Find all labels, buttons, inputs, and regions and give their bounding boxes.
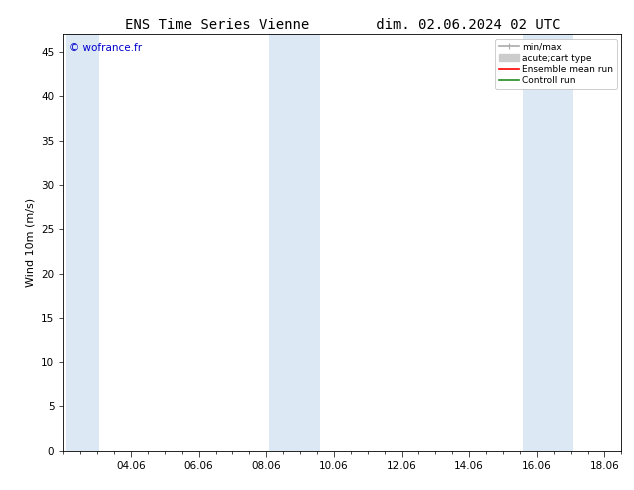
Text: © wofrance.fr: © wofrance.fr: [69, 43, 142, 52]
Title: ENS Time Series Vienne        dim. 02.06.2024 02 UTC: ENS Time Series Vienne dim. 02.06.2024 0…: [125, 18, 560, 32]
Bar: [269, 34, 320, 451]
Bar: [522, 34, 573, 451]
Y-axis label: Wind 10m (m/s): Wind 10m (m/s): [25, 198, 36, 287]
Bar: [66, 34, 99, 451]
Legend: min/max, acute;cart type, Ensemble mean run, Controll run: min/max, acute;cart type, Ensemble mean …: [495, 39, 617, 89]
